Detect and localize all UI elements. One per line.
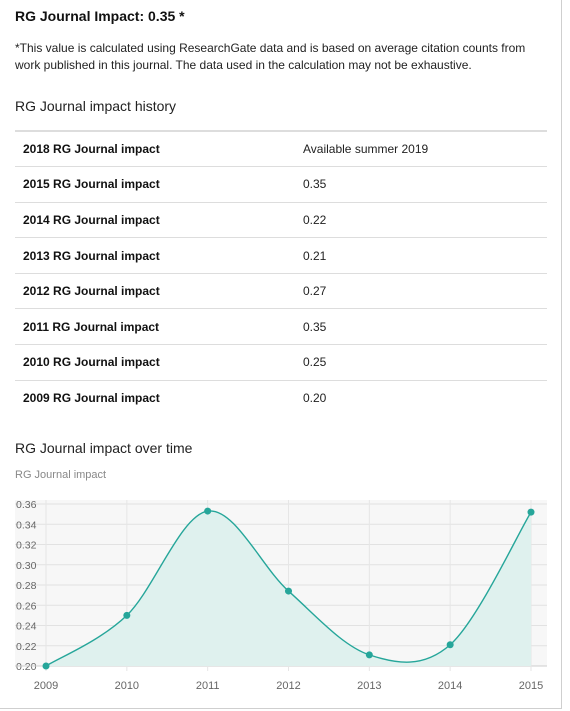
row-value: Available summer 2019 bbox=[286, 130, 547, 167]
y-tick-label: 0.30 bbox=[16, 560, 37, 572]
row-value: 0.35 bbox=[286, 166, 547, 203]
x-tick-label: 2012 bbox=[276, 680, 300, 692]
row-label: 2013 RG Journal impact bbox=[15, 237, 286, 274]
x-tick-label: 2010 bbox=[115, 680, 139, 692]
table-row: 2014 RG Journal impact 0.22 bbox=[15, 201, 547, 238]
data-point bbox=[285, 587, 292, 595]
data-point bbox=[527, 508, 535, 516]
impact-chart: 0.20 0.22 0.24 0.26 0.28 0.30 0.32 0.34 0.36 2009… bbox=[15, 499, 547, 692]
table-row: 2009 RG Journal impact 0.20 bbox=[15, 379, 547, 416]
series-area bbox=[46, 510, 531, 666]
y-tick-label: 0.36 bbox=[16, 499, 37, 511]
data-point bbox=[446, 641, 454, 649]
row-value: 0.20 bbox=[286, 379, 547, 416]
data-point bbox=[42, 662, 50, 670]
row-value: 0.21 bbox=[286, 237, 547, 274]
table-row: 2018 RG Journal impact Available summer 2… bbox=[15, 130, 547, 167]
row-label: 2012 RG Journal impact bbox=[15, 272, 286, 309]
data-point bbox=[365, 651, 373, 659]
history-section-title: RG Journal impact history bbox=[15, 98, 177, 114]
y-tick-label: 0.24 bbox=[16, 621, 37, 633]
row-value: 0.25 bbox=[286, 344, 547, 381]
table-row: 2012 RG Journal impact 0.27 bbox=[15, 272, 547, 309]
row-label: 2010 RG Journal impact bbox=[15, 344, 286, 381]
x-tick-label: 2009 bbox=[34, 680, 58, 692]
x-tick-label: 2015 bbox=[519, 680, 543, 692]
row-value: 0.27 bbox=[286, 272, 547, 309]
x-tick-label: 2014 bbox=[438, 680, 462, 692]
row-label: 2018 RG Journal impact bbox=[15, 130, 286, 167]
table-row: 2011 RG Journal impact 0.35 bbox=[15, 308, 547, 345]
data-point bbox=[123, 611, 131, 619]
page-title: RG Journal Impact: 0.35 * bbox=[15, 8, 185, 24]
row-label: 2011 RG Journal impact bbox=[15, 308, 286, 345]
table-row: 2013 RG Journal impact 0.21 bbox=[15, 237, 547, 274]
y-tick-label: 0.32 bbox=[16, 540, 37, 552]
y-tick-label: 0.26 bbox=[16, 600, 37, 612]
y-tick-label: 0.34 bbox=[16, 519, 37, 531]
y-tick-label: 0.28 bbox=[16, 580, 37, 592]
row-label: 2015 RG Journal impact bbox=[15, 166, 286, 203]
data-point bbox=[204, 507, 212, 515]
table-row: 2010 RG Journal impact 0.25 bbox=[15, 344, 547, 381]
history-table: 2018 RG Journal impact Available summer 2… bbox=[15, 130, 547, 416]
x-tick-label: 2013 bbox=[357, 680, 381, 692]
row-value: 0.35 bbox=[286, 308, 547, 345]
row-value: 0.22 bbox=[286, 201, 547, 238]
table-row: 2015 RG Journal impact 0.35 bbox=[15, 166, 547, 203]
impact-note: *This value is calculated using Research… bbox=[15, 41, 526, 72]
y-axis-label: RG Journal impact bbox=[15, 469, 107, 481]
x-tick-label: 2011 bbox=[196, 680, 220, 692]
y-tick-label: 0.20 bbox=[16, 661, 37, 673]
row-label: 2014 RG Journal impact bbox=[15, 201, 286, 238]
over-time-section-title: RG Journal impact over time bbox=[15, 440, 193, 456]
row-label: 2009 RG Journal impact bbox=[15, 379, 286, 416]
y-tick-label: 0.22 bbox=[16, 641, 37, 653]
